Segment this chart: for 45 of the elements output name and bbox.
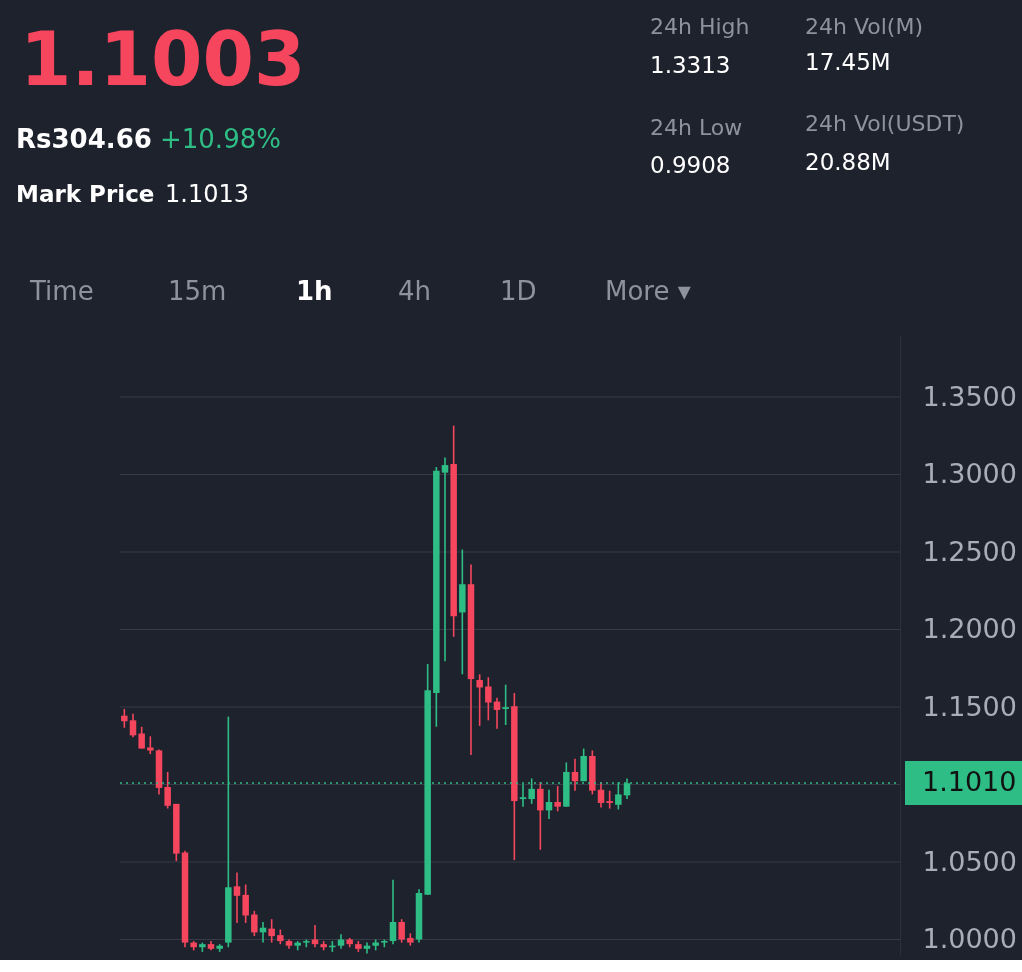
- candlestick: [242, 883, 249, 924]
- text: 1.1013: [165, 180, 249, 208]
- text: 24h High: [650, 14, 750, 39]
- candlestick: [502, 683, 509, 726]
- text: 1.3313: [650, 52, 731, 78]
- y-tick-label: 1.3500: [922, 380, 1017, 412]
- text: 15m: [168, 276, 227, 306]
- ref-line-label: 1.1010: [922, 765, 1017, 797]
- text: +10.98%: [160, 124, 281, 154]
- candlestick: [485, 676, 492, 722]
- y-tick-label: 1.1500: [922, 690, 1017, 722]
- text: 24h Low: [650, 115, 743, 140]
- candlestick: [389, 879, 397, 945]
- candlestick: [398, 918, 405, 944]
- candlestick: [164, 771, 171, 810]
- text: 4h: [398, 276, 432, 306]
- candlestick: [233, 871, 241, 924]
- text: 17.45M: [805, 49, 891, 75]
- candlestick: [441, 456, 449, 663]
- candlestick: [476, 673, 483, 727]
- y-tick-label: 1.0000: [922, 923, 1017, 954]
- text: 24h Vol(M): [805, 14, 923, 39]
- text: Mark Price: [16, 181, 155, 207]
- y-tick-label: 1.3000: [922, 458, 1017, 489]
- candlestick: [597, 781, 605, 809]
- candlestick: [554, 785, 561, 813]
- candlestick: [571, 757, 579, 792]
- candlestick: [268, 918, 275, 944]
- y-tick-label: 1.0500: [922, 845, 1017, 877]
- text: 24h Vol(USDT): [805, 111, 965, 136]
- candlestick: [121, 708, 128, 729]
- y-tick-label: 1.2500: [922, 535, 1017, 567]
- candlestick: [129, 713, 137, 739]
- y-tick-label: 1.2000: [922, 613, 1017, 644]
- candlestick: [138, 726, 145, 750]
- text: Time: [29, 276, 94, 306]
- text: More ▾: [605, 276, 691, 306]
- candlestick: [251, 910, 258, 937]
- text: 1h: [296, 276, 333, 306]
- text: 1.1003: [20, 16, 306, 102]
- text: 1D: [500, 276, 537, 306]
- text: 0.9908: [650, 152, 731, 178]
- text: Rs304.66: [16, 124, 152, 154]
- candlestick: [537, 781, 544, 851]
- text: 20.88M: [805, 149, 891, 175]
